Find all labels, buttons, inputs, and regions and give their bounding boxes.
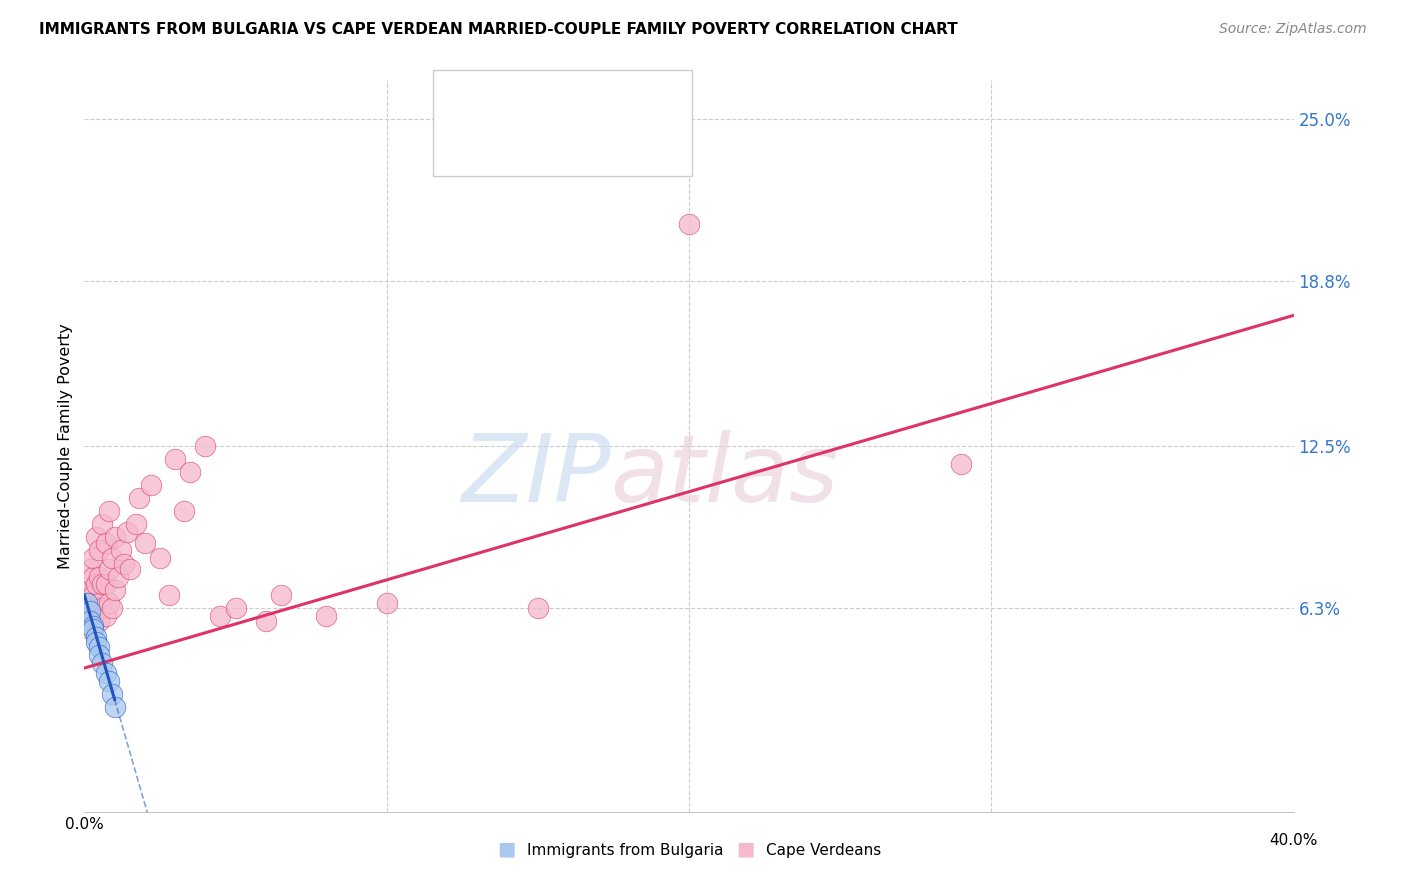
Point: [91, 577, 114, 591]
Point: [82, 569, 104, 583]
Point: [254, 614, 277, 628]
Point: [94, 577, 117, 591]
Text: IMMIGRANTS FROM BULGARIA VS CAPE VERDEAN MARRIED-COUPLE FAMILY POVERTY CORRELATI: IMMIGRANTS FROM BULGARIA VS CAPE VERDEAN…: [39, 22, 957, 37]
Text: Source: ZipAtlas.com: Source: ZipAtlas.com: [1219, 22, 1367, 37]
Point: [79, 603, 101, 617]
Point: [79, 582, 101, 597]
Point: [950, 458, 973, 472]
Bar: [449, 86, 482, 118]
Point: [91, 601, 114, 615]
Point: [89, 640, 111, 655]
Text: Immigrants from Bulgaria: Immigrants from Bulgaria: [527, 843, 724, 858]
Text: R = -0.709: R = -0.709: [494, 94, 591, 109]
Point: [97, 596, 120, 610]
Text: N = 55: N = 55: [607, 136, 665, 152]
Point: [82, 608, 104, 623]
Point: [527, 601, 550, 615]
Point: [82, 619, 104, 633]
Text: Cape Verdeans: Cape Verdeans: [766, 843, 882, 858]
Point: [86, 577, 108, 591]
Point: [157, 588, 180, 602]
Text: ZIP: ZIP: [461, 430, 610, 521]
Point: [82, 551, 104, 566]
Point: [225, 601, 247, 615]
Point: [97, 504, 120, 518]
Point: [94, 608, 117, 623]
Point: [104, 700, 127, 714]
Point: [76, 596, 98, 610]
Point: [104, 530, 127, 544]
Point: [91, 517, 114, 532]
Point: [86, 635, 108, 649]
Point: [100, 551, 122, 566]
Point: [194, 439, 217, 453]
Point: [134, 535, 156, 549]
Point: [82, 588, 104, 602]
Point: [89, 648, 111, 662]
Point: [115, 525, 138, 540]
Text: ■: ■: [735, 839, 755, 858]
Point: [375, 596, 398, 610]
Point: [315, 608, 337, 623]
Point: [104, 582, 127, 597]
Point: [125, 517, 148, 532]
Point: [79, 603, 101, 617]
Point: [209, 608, 232, 623]
Point: [89, 543, 111, 558]
Point: [76, 588, 98, 602]
Point: [100, 687, 122, 701]
Point: [86, 601, 108, 615]
Point: [97, 674, 120, 689]
Point: [89, 569, 111, 583]
Bar: [449, 128, 482, 160]
Point: [97, 562, 120, 576]
Text: ■: ■: [496, 839, 516, 858]
Point: [91, 656, 114, 670]
Point: [86, 630, 108, 644]
Point: [173, 504, 195, 518]
Text: atlas: atlas: [610, 430, 838, 521]
Y-axis label: Married-Couple Family Poverty: Married-Couple Family Poverty: [58, 323, 73, 569]
Point: [79, 614, 101, 628]
Point: [94, 666, 117, 681]
Point: [139, 478, 162, 492]
Point: [89, 614, 111, 628]
Point: [270, 588, 292, 602]
Point: [112, 557, 135, 571]
Point: [82, 622, 104, 636]
Point: [149, 551, 172, 566]
Point: [678, 217, 700, 231]
Point: [179, 465, 201, 479]
Point: [165, 452, 187, 467]
Point: [107, 569, 129, 583]
Point: [94, 535, 117, 549]
Point: [79, 622, 101, 636]
Point: [76, 596, 98, 610]
Point: [89, 596, 111, 610]
Point: [100, 601, 122, 615]
Text: 40.0%: 40.0%: [1270, 832, 1317, 847]
Point: [79, 562, 101, 576]
Text: N = 14: N = 14: [607, 94, 665, 109]
Point: [118, 562, 141, 576]
Point: [86, 530, 108, 544]
Point: [76, 608, 98, 623]
Point: [128, 491, 150, 506]
Text: R =  0.417: R = 0.417: [494, 136, 591, 152]
Point: [110, 543, 132, 558]
